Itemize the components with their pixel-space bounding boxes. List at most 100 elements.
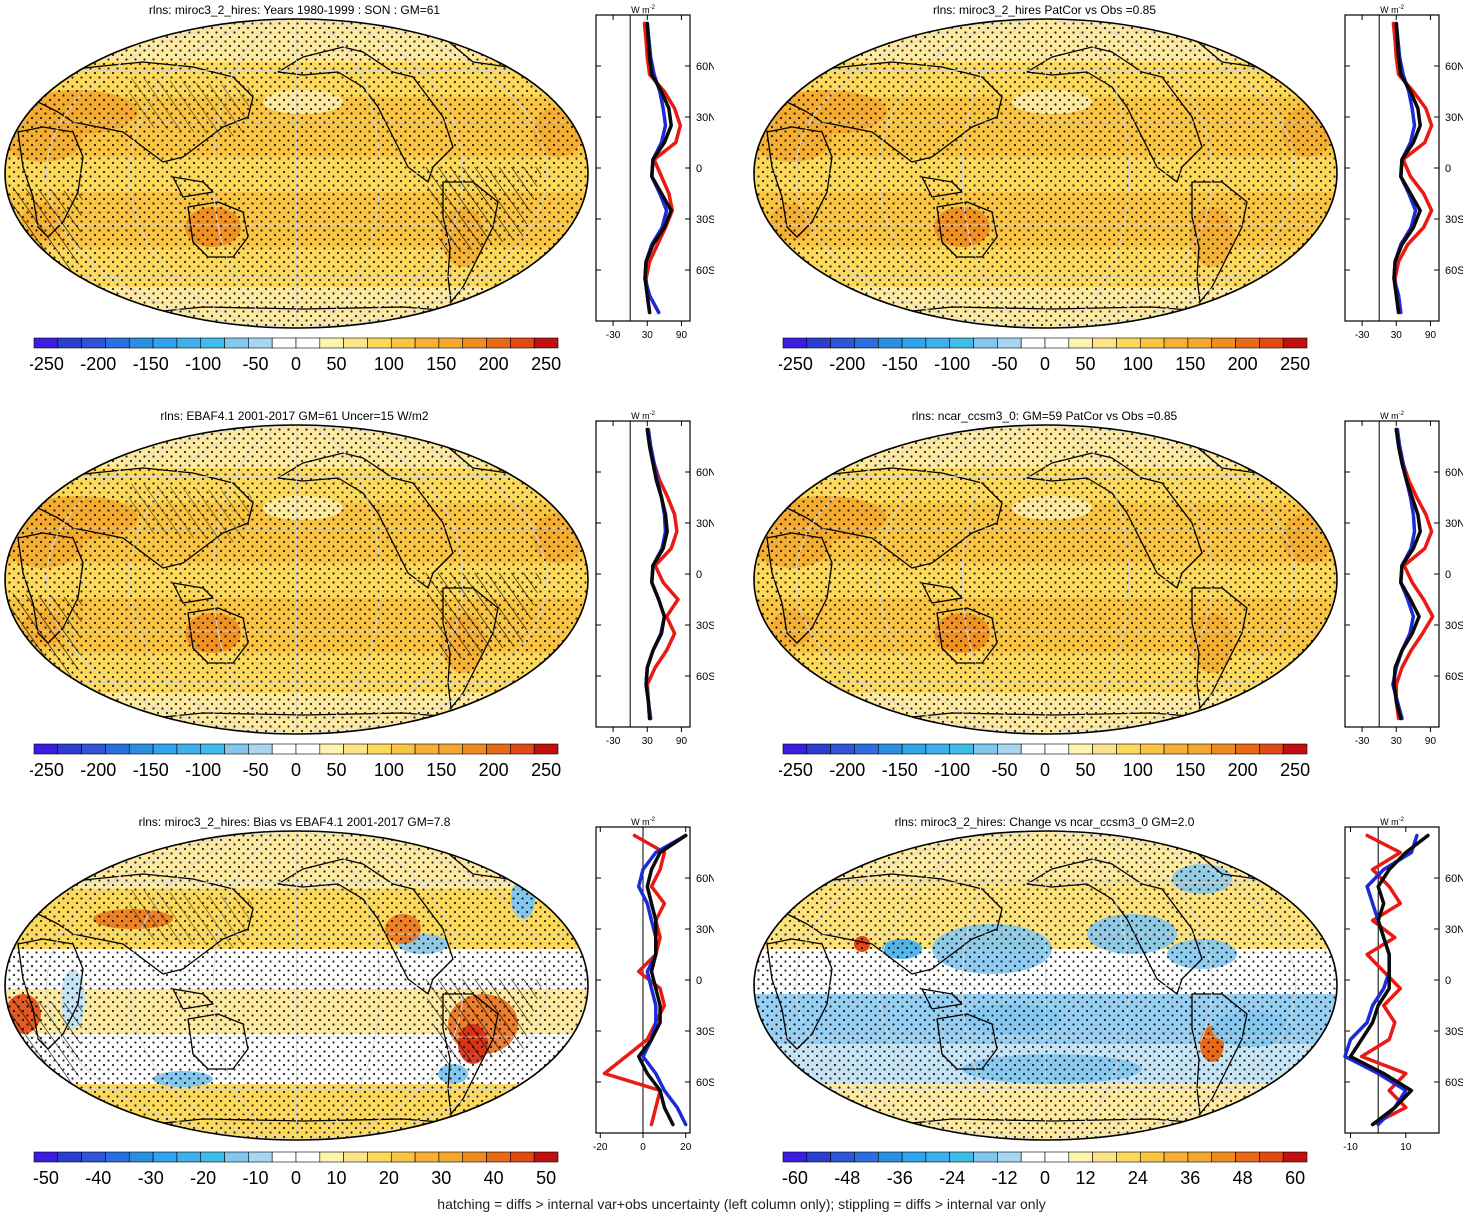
colorbar-swatch — [510, 337, 535, 349]
zonal-lat-tick-label: 60N — [696, 61, 714, 73]
colorbar-tick-label: 150 — [1175, 354, 1205, 374]
world-map — [4, 830, 589, 1141]
zonal-unit-label: W m-2 — [631, 411, 655, 421]
colorbar-tick-label: -50 — [992, 354, 1018, 374]
colorbar-swatch — [973, 743, 998, 755]
zonal-mean-plot: W m-2 -30 30 90 60N 30N 0 30S 60S — [1344, 5, 1463, 341]
colorbar-swatch — [319, 337, 344, 349]
zonal-lat-tick-label: 0 — [696, 163, 702, 175]
colorbar-swatch — [414, 743, 440, 755]
colorbar-tick-label: 50 — [536, 1168, 556, 1188]
zonal-lat-tick-label: 30N — [1445, 518, 1463, 530]
colorbar-swatch — [57, 1151, 82, 1163]
colorbar-tick-label: -200 — [829, 354, 865, 374]
colorbar-tick-label: 250 — [531, 354, 561, 374]
colorbar-tick-label: 250 — [531, 760, 561, 780]
colorbar-tick-label: -250 — [779, 354, 813, 374]
colorbar-tick-label: -100 — [185, 760, 221, 780]
zonal-lat-tick-label: 30S — [1445, 1026, 1463, 1038]
colorbar-swatch — [486, 337, 511, 349]
colorbar-tick-label: 50 — [1075, 760, 1095, 780]
colorbar-tick-label: -100 — [934, 354, 970, 374]
colorbar-tick-label: -150 — [133, 354, 169, 374]
colorbar-swatch — [176, 1151, 202, 1163]
zonal-x-tick-label: 20 — [680, 1142, 692, 1153]
colorbar-swatch — [414, 337, 440, 349]
zonal-lat-tick-label: 30S — [1445, 620, 1463, 632]
colorbar-tick-label: 30 — [431, 1168, 451, 1188]
colorbar-swatch — [367, 337, 392, 349]
colorbar-swatch — [295, 743, 321, 755]
zonal-lat-tick-label: 0 — [696, 569, 702, 581]
colorbar-swatch — [877, 743, 903, 755]
colorbar-swatch — [973, 337, 998, 349]
colorbar-swatch — [1163, 743, 1189, 755]
colorbar-swatch — [81, 337, 106, 349]
colorbar-swatch — [33, 1151, 59, 1163]
colorbar-swatch — [224, 337, 249, 349]
zonal-mean-plot: W m-2 -20 0 20 60N 30N 0 30S 60S — [593, 817, 714, 1153]
colorbar-swatch — [1235, 1151, 1260, 1163]
zonal-lat-tick-label: 30N — [1445, 924, 1463, 936]
panel-title: rlns: miroc3_2_hires PatCor vs Obs =0.85 — [932, 3, 1157, 17]
colorbar-tick-label: 12 — [1075, 1168, 1095, 1188]
colorbar-tick-label: -100 — [934, 760, 970, 780]
colorbar-swatch — [949, 743, 974, 755]
colorbar-swatch — [295, 337, 321, 349]
colorbar-swatch — [1092, 337, 1117, 349]
zonal-series-red — [1391, 21, 1434, 315]
zonal-lat-tick-label: 0 — [1445, 163, 1451, 175]
colorbar-swatch — [486, 743, 511, 755]
colorbar-tick-label: 50 — [326, 354, 346, 374]
zonal-series-red — [1394, 427, 1435, 721]
zonal-x-tick-label: 0 — [640, 1142, 646, 1153]
zonal-lat-tick-label: 60S — [696, 671, 714, 683]
zonal-x-tick-label: -30 — [1355, 736, 1370, 747]
colorbar-swatch — [462, 337, 487, 349]
zonal-lat-tick-label: 30N — [696, 518, 714, 530]
colorbar-swatch — [510, 1151, 535, 1163]
colorbar-swatch — [1187, 337, 1213, 349]
colorbar-swatch — [997, 337, 1022, 349]
zonal-lat-tick-label: 30N — [696, 112, 714, 124]
zonal-unit-label: W m-2 — [631, 817, 655, 827]
colorbar: -250 -200 -150 -100 -50 0 50 100 150 200 250 — [779, 743, 1310, 780]
colorbar-tick-label: -150 — [882, 354, 918, 374]
colorbar-swatch — [830, 1151, 855, 1163]
colorbar-swatch — [438, 1151, 464, 1163]
colorbar: -60 -48 -36 -24 -12 0 12 24 36 48 60 — [782, 1151, 1308, 1188]
colorbar-swatch — [57, 337, 82, 349]
colorbar: -50 -40 -30 -20 -10 0 10 20 30 40 50 — [33, 1151, 559, 1188]
colorbar-tick-label: 50 — [326, 760, 346, 780]
colorbar-tick-label: -200 — [80, 760, 116, 780]
zonal-lat-tick-label: 60S — [696, 1077, 714, 1089]
colorbar-swatch — [901, 337, 927, 349]
colorbar-swatch — [1235, 337, 1260, 349]
colorbar-swatch — [1282, 337, 1308, 349]
colorbar-swatch — [877, 1151, 903, 1163]
world-map — [4, 424, 589, 735]
colorbar-swatch — [271, 337, 297, 349]
colorbar-swatch — [1044, 337, 1070, 349]
zonal-series-black — [644, 427, 669, 721]
colorbar-tick-label: 40 — [484, 1168, 504, 1188]
colorbar-tick-label: -50 — [243, 760, 269, 780]
colorbar-swatch — [248, 1151, 273, 1163]
zonal-series-black — [636, 833, 688, 1127]
colorbar-swatch — [152, 743, 178, 755]
zonal-lat-tick-label: 60S — [696, 265, 714, 277]
colorbar-swatch — [1068, 743, 1093, 755]
colorbar-swatch — [997, 743, 1022, 755]
colorbar-swatch — [390, 337, 416, 349]
colorbar-swatch — [295, 1151, 321, 1163]
colorbar-swatch — [1163, 1151, 1189, 1163]
colorbar-swatch — [1282, 1151, 1308, 1163]
colorbar-swatch — [854, 337, 879, 349]
colorbar-swatch — [486, 1151, 511, 1163]
zonal-series-blue — [636, 833, 688, 1127]
colorbar-tick-label: 60 — [1285, 1168, 1305, 1188]
colorbar-swatch — [854, 1151, 879, 1163]
colorbar-swatch — [319, 743, 344, 755]
zonal-series-blue — [1343, 833, 1419, 1127]
zonal-mean-plot: W m-2 -10 10 60N 30N 0 30S 60S — [1343, 817, 1463, 1153]
